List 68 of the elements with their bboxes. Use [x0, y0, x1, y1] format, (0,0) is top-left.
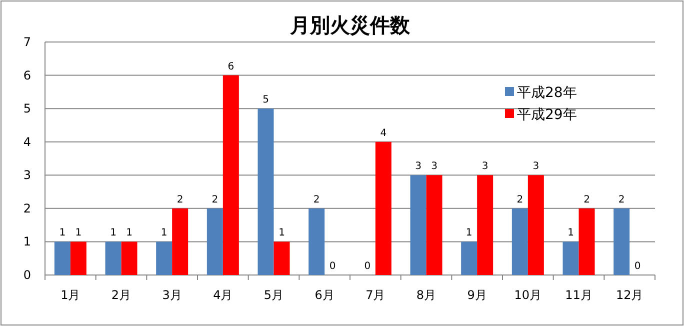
bar: [54, 242, 70, 275]
data-label: 0: [364, 261, 371, 272]
x-tick-label: 4月: [213, 288, 233, 302]
bar: [121, 242, 138, 275]
data-label: 3: [431, 161, 438, 172]
bar: [562, 242, 579, 275]
data-label: 0: [329, 261, 336, 272]
bar: [614, 208, 630, 275]
data-label: 2: [618, 194, 625, 206]
x-tick-label: 8月: [416, 288, 436, 302]
bar: [156, 242, 172, 275]
data-label: 0: [634, 261, 641, 272]
bar: [70, 242, 86, 275]
bar: [308, 208, 325, 275]
data-label: 1: [59, 228, 66, 239]
x-tick-label: 7月: [366, 288, 386, 302]
x-tick-label: 6月: [314, 288, 334, 302]
y-tick-label: 7: [23, 35, 31, 49]
x-tick-label: 3月: [162, 288, 182, 302]
bar: [258, 108, 274, 275]
data-label: 2: [584, 194, 590, 206]
bar: [105, 242, 122, 275]
data-label: 2: [176, 194, 184, 206]
y-tick-label: 2: [23, 201, 31, 216]
x-tick-label: 2月: [111, 288, 132, 302]
bar: [512, 208, 528, 275]
x-tick-label: 12月: [616, 288, 644, 302]
data-label: 1: [278, 228, 285, 239]
bar: [274, 242, 290, 275]
bar: [375, 142, 392, 275]
legend-label: 平成29年: [517, 107, 577, 123]
data-label: 1: [126, 228, 132, 239]
y-tick-label: 5: [23, 102, 31, 116]
chart-title: 月別火災件数: [289, 13, 411, 37]
bar: [528, 175, 544, 275]
bar: [461, 242, 478, 275]
bar: [206, 208, 223, 275]
data-label: 3: [482, 161, 488, 172]
y-tick-label: 3: [23, 168, 31, 182]
data-label: 3: [415, 161, 422, 172]
bar: [426, 175, 442, 275]
data-label: 2: [212, 194, 218, 206]
data-label: 2: [313, 194, 320, 206]
data-label: 4: [380, 128, 387, 139]
data-label: 5: [262, 94, 269, 106]
x-tick-label: 11月: [565, 288, 592, 302]
y-tick-label: 6: [23, 68, 31, 82]
x-tick-label: 1月: [60, 288, 80, 302]
data-label: 1: [466, 228, 472, 239]
data-label: 1: [160, 228, 168, 239]
y-tick-label: 0: [23, 268, 31, 282]
data-label: 1: [568, 228, 574, 239]
bar: [172, 208, 188, 275]
bar: [222, 75, 239, 275]
data-label: 1: [75, 228, 82, 239]
bar: [410, 175, 426, 275]
data-label: 1: [110, 228, 116, 239]
y-tick-label: 4: [23, 134, 31, 149]
x-tick-label: 5月: [264, 288, 284, 302]
x-tick-label: 10月: [514, 288, 542, 302]
bar: [578, 208, 595, 275]
data-label: 2: [516, 194, 524, 206]
legend-label: 平成28年: [517, 85, 577, 101]
y-tick-label: 1: [23, 234, 31, 249]
data-label: 3: [532, 161, 540, 172]
data-label: 6: [228, 61, 234, 72]
x-tick-label: 9月: [467, 288, 487, 302]
bar: [477, 175, 494, 275]
